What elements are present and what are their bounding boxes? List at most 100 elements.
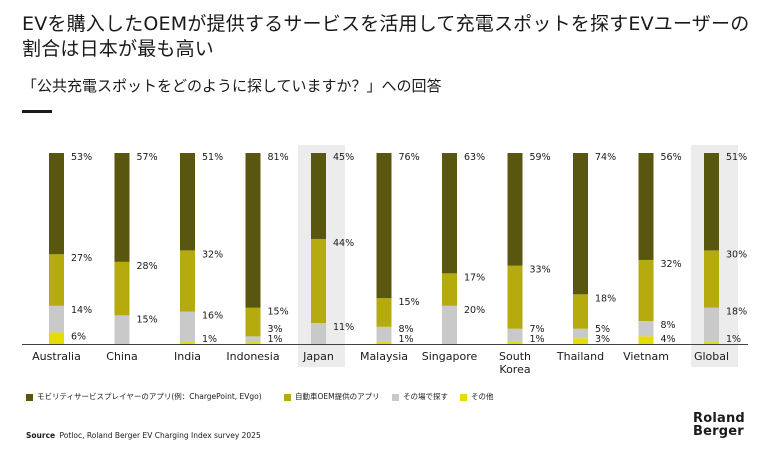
bar-australia-other: [49, 332, 64, 344]
value-label-south-korea-mobility: 59%: [530, 152, 551, 163]
value-label-india-mobility: 51%: [202, 152, 223, 163]
bar-south-korea-oem: [507, 265, 523, 329]
value-label-japan-spot: 11%: [333, 322, 354, 333]
bar-china-mobility: [114, 153, 130, 262]
value-label-malaysia-spot: 8%: [399, 324, 414, 335]
value-label-global-other: 1%: [726, 334, 741, 345]
value-label-japan-oem: 44%: [333, 238, 354, 249]
legend-item-spot: その場で探す: [392, 390, 448, 404]
bar-singapore-mobility: [442, 153, 457, 274]
category-label-indonesia: Indonesia: [226, 350, 279, 363]
value-label-global-spot: 18%: [726, 307, 747, 318]
bar-indonesia-oem: [245, 307, 261, 337]
bar-china-oem: [114, 261, 130, 316]
value-label-vietnam-mobility: 56%: [661, 152, 682, 163]
category-label-australia: Australia: [32, 350, 81, 363]
value-label-south-korea-oem: 33%: [530, 265, 551, 276]
bar-vietnam-spot: [638, 321, 654, 337]
value-label-malaysia-mobility: 76%: [399, 152, 420, 163]
bar-australia-mobility: [49, 153, 64, 255]
source-note: Source Potloc, Roland Berger EV Charging…: [26, 431, 261, 441]
bar-japan-spot: [311, 322, 326, 344]
legend-item-oem: 自動車OEM提供のアプリ: [284, 390, 380, 404]
category-label-india: India: [174, 350, 201, 363]
bar-india-other: [180, 342, 195, 344]
value-label-india-other: 1%: [202, 334, 217, 345]
legend-label-oem: 自動車OEM提供のアプリ: [295, 392, 380, 401]
value-label-australia-other: 6%: [71, 332, 86, 343]
value-label-indonesia-mobility: 81%: [268, 152, 289, 163]
value-label-singapore-mobility: 63%: [464, 152, 485, 163]
bar-indonesia-mobility: [245, 153, 261, 308]
value-label-japan-mobility: 45%: [333, 152, 354, 163]
value-label-thailand-mobility: 74%: [595, 152, 616, 163]
bar-south-korea-mobility: [507, 153, 523, 266]
category-label-china: China: [106, 350, 137, 363]
source-text: Potloc, Roland Berger EV Charging Index …: [59, 431, 261, 440]
legend-swatch-other: [460, 393, 467, 401]
bar-global-spot: [704, 307, 719, 343]
bar-malaysia-oem: [376, 298, 392, 327]
bar-singapore-oem: [442, 273, 457, 306]
bar-global-mobility: [704, 153, 719, 251]
value-label-australia-mobility: 53%: [71, 152, 92, 163]
bar-indonesia-spot: [245, 336, 261, 343]
bar-malaysia-spot: [376, 326, 392, 343]
legend-swatch-oem: [284, 393, 291, 401]
value-label-china-mobility: 57%: [137, 152, 158, 163]
bar-south-korea-other: [507, 342, 523, 344]
bar-thailand-other: [573, 338, 588, 344]
legend-label-mobility: モビリティサービスプレイヤーのアプリ(例：ChargePoint, EVgo): [37, 392, 262, 401]
value-label-malaysia-oem: 15%: [399, 297, 420, 308]
value-label-south-korea-spot: 7%: [530, 324, 545, 335]
chart-title: EVを購入したOEMが提供するサービスを活用して充電スポットを探すEVユーザーの…: [22, 13, 750, 60]
value-label-india-spot: 16%: [202, 311, 223, 322]
value-label-malaysia-other: 1%: [399, 334, 414, 345]
bar-australia-oem: [49, 254, 64, 306]
bar-south-korea-spot: [507, 328, 523, 343]
title-rule: [22, 110, 52, 113]
legend-label-other: その他: [471, 392, 494, 401]
source-label: Source: [26, 431, 56, 440]
legend-label-spot: その場で探す: [403, 392, 448, 401]
logo-line-1: Roland: [693, 411, 745, 426]
value-label-thailand-oem: 18%: [595, 293, 616, 304]
roland-berger-logo: Roland Berger: [693, 412, 745, 438]
bar-global-other: [704, 342, 719, 344]
value-label-china-oem: 28%: [137, 261, 158, 272]
category-label-vietnam: Vietnam: [623, 350, 669, 363]
category-label-thailand: Thailand: [556, 350, 604, 363]
bar-india-oem: [180, 250, 195, 312]
bar-malaysia-other: [376, 342, 392, 344]
value-label-singapore-oem: 17%: [464, 272, 485, 283]
value-label-global-oem: 30%: [726, 249, 747, 260]
bar-india-spot: [180, 311, 195, 343]
bar-india-mobility: [180, 153, 195, 251]
legend-item-mobility: モビリティサービスプレイヤーのアプリ(例：ChargePoint, EVgo): [26, 390, 262, 404]
bar-global-oem: [704, 250, 719, 308]
value-label-global-mobility: 51%: [726, 152, 747, 163]
bar-malaysia-mobility: [376, 153, 392, 299]
value-label-china-spot: 15%: [137, 314, 158, 325]
category-label-japan: Japan: [302, 350, 334, 363]
category-label-global: Global: [694, 350, 729, 363]
value-label-vietnam-oem: 32%: [661, 259, 682, 270]
bar-indonesia-other: [245, 342, 261, 344]
chart-subtitle: 「公共充電スポットをどのように探していますか？」への回答: [22, 77, 442, 95]
value-label-indonesia-spot: 3%: [268, 324, 283, 335]
value-label-indonesia-oem: 15%: [268, 307, 289, 318]
bar-vietnam-mobility: [638, 153, 654, 260]
category-label-malaysia: Malaysia: [360, 350, 408, 363]
value-label-australia-oem: 27%: [71, 253, 92, 264]
bar-japan-mobility: [311, 153, 326, 239]
legend-swatch-spot: [392, 393, 399, 401]
value-label-vietnam-other: 4%: [661, 334, 676, 345]
logo-line-2: Berger: [693, 424, 744, 439]
bar-thailand-mobility: [573, 153, 588, 295]
legend-item-other: その他: [460, 390, 494, 404]
bar-japan-oem: [311, 238, 326, 323]
bar-thailand-spot: [573, 328, 588, 339]
value-label-thailand-other: 3%: [595, 334, 610, 345]
bar-australia-spot: [49, 305, 64, 333]
